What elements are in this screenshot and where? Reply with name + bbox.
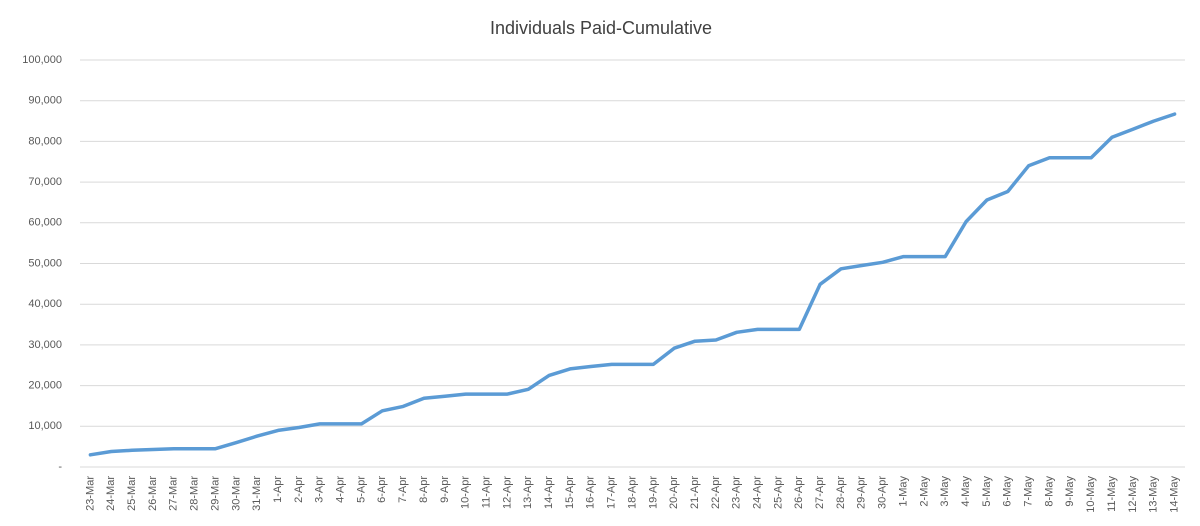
x-tick-label: 2-May (918, 476, 930, 507)
y-tick-label: 90,000 (28, 95, 62, 107)
y-tick-label: - (58, 461, 62, 473)
x-tick-label: 25-Mar (126, 476, 138, 511)
x-tick-label: 7-Apr (397, 476, 409, 503)
x-tick-label: 25-Apr (772, 476, 784, 509)
x-tick-label: 5-Apr (355, 476, 367, 503)
x-tick-label: 26-Apr (793, 476, 805, 509)
x-tick-label: 28-Apr (835, 476, 847, 509)
x-tick-label: 3-Apr (314, 476, 326, 503)
x-tick-label: 16-Apr (585, 476, 597, 509)
x-tick-label: 9-May (1064, 476, 1076, 507)
x-tick-label: 12-Apr (501, 476, 513, 509)
x-tick-label: 29-Mar (209, 476, 221, 511)
x-tick-label: 1-May (897, 476, 909, 507)
y-tick-label: 80,000 (28, 135, 62, 147)
x-tick-label: 30-Mar (230, 476, 242, 511)
y-tick-label: 50,000 (28, 257, 62, 269)
x-tick-label: 24-Mar (105, 476, 117, 511)
x-tick-label: 11-May (1106, 476, 1118, 512)
y-tick-label: 20,000 (28, 380, 62, 392)
x-tick-label: 27-Mar (168, 476, 180, 511)
data-line (88, 112, 1177, 457)
x-tick-label: 1-Apr (272, 476, 284, 503)
x-tick-label: 8-Apr (418, 476, 430, 503)
x-tick-label: 28-Mar (189, 476, 201, 511)
x-tick-label: 29-Apr (856, 476, 868, 509)
x-tick-label: 14-May (1168, 476, 1180, 513)
x-tick-label: 3-May (939, 476, 951, 507)
x-tick-label: 26-Mar (147, 476, 159, 511)
x-tick-label: 27-Apr (814, 476, 826, 509)
x-tick-label: 7-May (1023, 476, 1035, 507)
x-tick-label: 9-Apr (439, 476, 451, 503)
x-tick-label: 20-Apr (668, 476, 680, 509)
x-tick-label: 4-May (960, 476, 972, 507)
x-tick-label: 24-Apr (752, 476, 764, 509)
y-tick-label: 60,000 (28, 217, 62, 229)
x-tick-label: 21-Apr (689, 476, 701, 509)
x-tick-label: 8-May (1043, 476, 1055, 507)
y-tick-label: 70,000 (28, 176, 62, 188)
x-tick-label: 23-Apr (731, 476, 743, 509)
x-tick-label: 23-Mar (84, 476, 96, 511)
x-tick-label: 30-Apr (877, 476, 889, 509)
y-tick-label: 100,000 (22, 54, 62, 66)
x-tick-label: 22-Apr (710, 476, 722, 509)
x-tick-label: 10-Apr (460, 476, 472, 509)
x-tick-label: 10-May (1085, 476, 1097, 513)
x-tick-label: 12-May (1127, 476, 1139, 513)
x-tick-label: 18-Apr (626, 476, 638, 509)
y-tick-label: 40,000 (28, 298, 62, 310)
x-tick-label: 15-Apr (564, 476, 576, 509)
y-tick-label: 30,000 (28, 339, 62, 351)
x-tick-label: 6-Apr (376, 476, 388, 503)
y-tick-label: 10,000 (28, 420, 62, 432)
x-tick-label: 4-Apr (335, 476, 347, 503)
x-tick-label: 13-May (1148, 476, 1160, 513)
x-tick-label: 11-Apr (480, 476, 492, 509)
chart-title: Individuals Paid-Cumulative (490, 18, 712, 38)
x-tick-label: 5-May (981, 476, 993, 507)
x-tick-label: 17-Apr (606, 476, 618, 509)
x-tick-label: 31-Mar (251, 476, 263, 511)
x-tick-label: 14-Apr (543, 476, 555, 509)
x-tick-label: 6-May (1002, 476, 1014, 507)
x-tick-label: 2-Apr (293, 476, 305, 503)
x-tick-label: 19-Apr (647, 476, 659, 509)
x-tick-label: 13-Apr (522, 476, 534, 509)
